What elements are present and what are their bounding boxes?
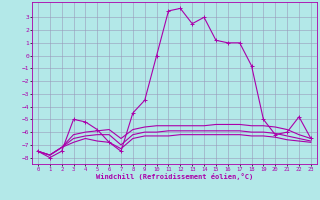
X-axis label: Windchill (Refroidissement éolien,°C): Windchill (Refroidissement éolien,°C) [96,173,253,180]
